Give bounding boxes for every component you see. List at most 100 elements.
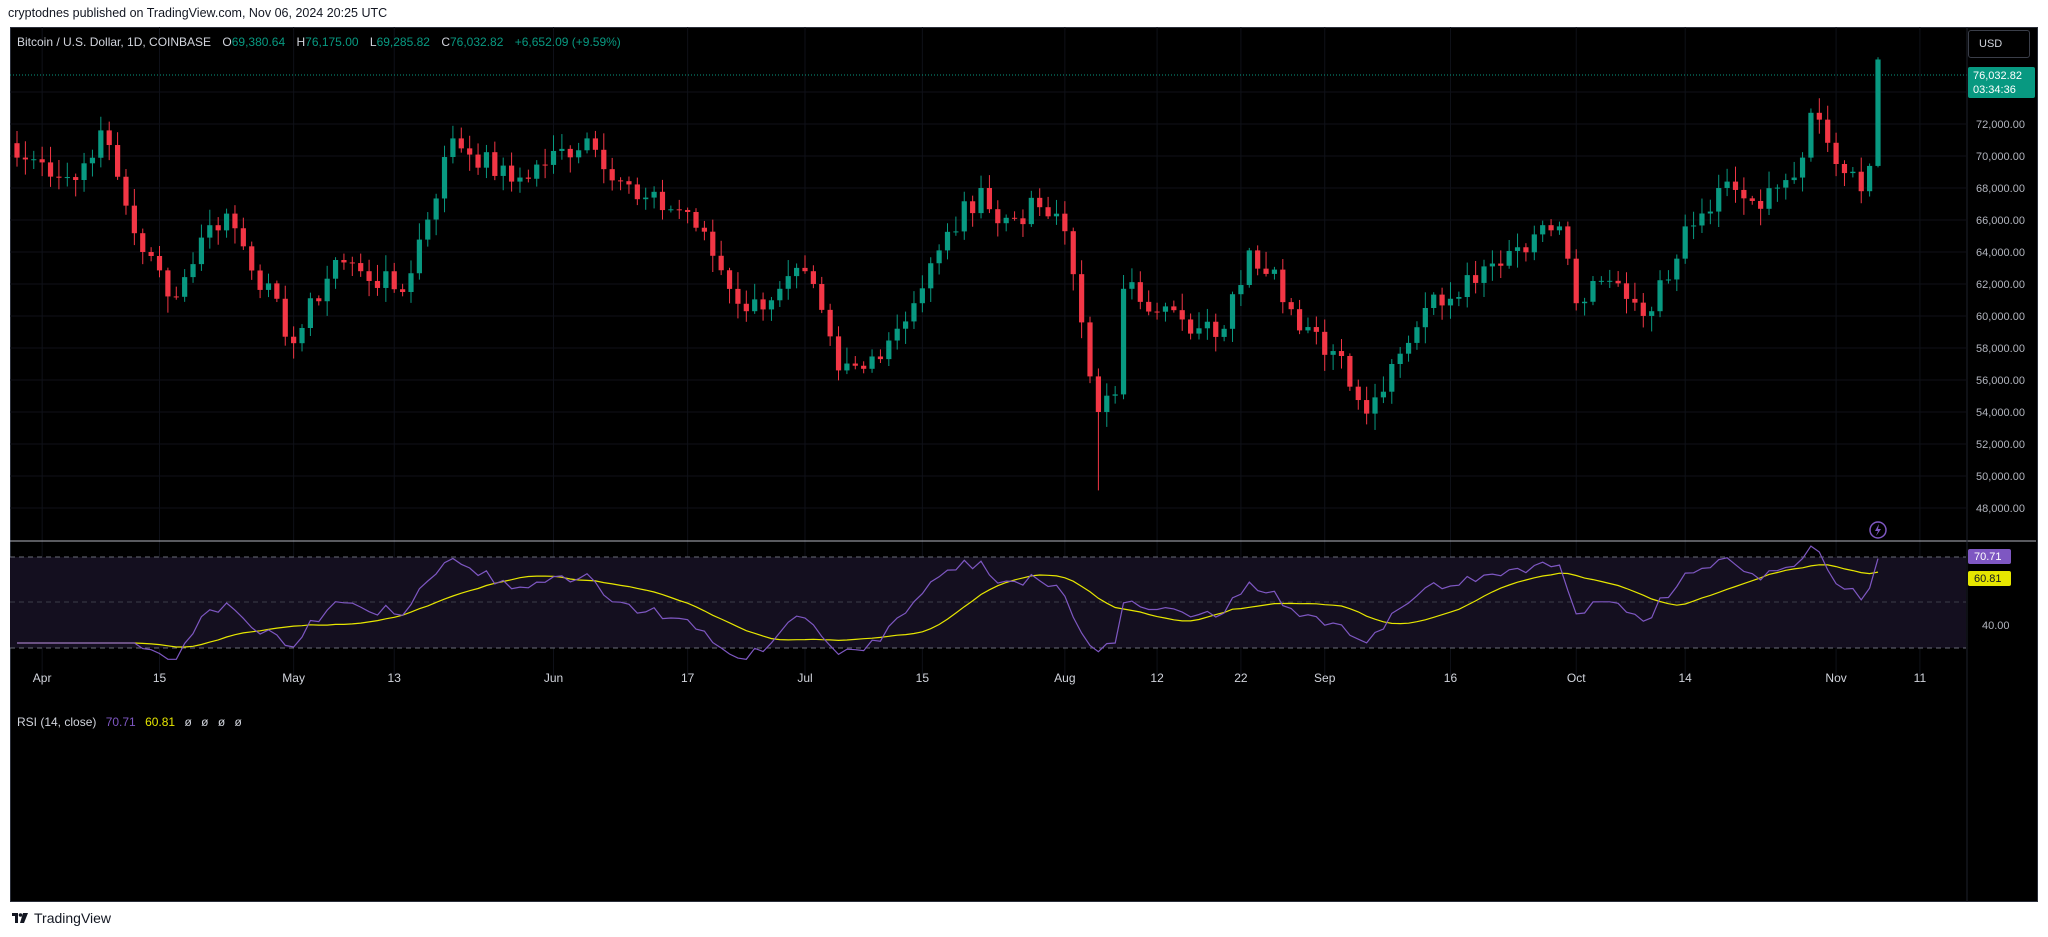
candle-body <box>1565 226 1571 259</box>
candle-body <box>1188 319 1194 334</box>
candle-body <box>1716 187 1722 212</box>
candle-body <box>1825 119 1831 143</box>
candle-body <box>1523 247 1529 253</box>
chart-canvas[interactable]: 48,000.00 50,000.00 52,000.00 54,000.00 56,0… <box>10 27 2038 902</box>
candle-body <box>1607 280 1613 282</box>
rsi-empty-1: ø <box>184 715 192 729</box>
candle-body <box>944 231 951 251</box>
candle-body <box>1179 310 1185 320</box>
candle-body <box>1296 309 1303 331</box>
candle-body <box>768 300 775 310</box>
close-value: 76,032.82 <box>449 35 504 49</box>
candle-body <box>986 188 993 210</box>
candle-body <box>358 263 364 272</box>
candle-body <box>316 298 322 302</box>
candle-body <box>307 298 313 328</box>
candle-body <box>626 181 632 185</box>
candle-body <box>341 260 347 263</box>
candle-body <box>1171 306 1177 311</box>
tradingview-logo-icon <box>12 913 28 923</box>
candle-body <box>1062 213 1068 232</box>
footer-brand[interactable]: TradingView <box>34 910 112 926</box>
candle-body <box>710 231 716 256</box>
time-tick-label: 15 <box>916 671 930 685</box>
candle-body <box>894 328 900 341</box>
time-tick-label: 12 <box>1150 671 1164 685</box>
candle-body <box>198 237 205 265</box>
candle-body <box>483 152 490 168</box>
candle-body <box>1137 282 1143 302</box>
candle-body <box>1322 331 1328 355</box>
candle-body <box>1741 189 1747 199</box>
rsi-empty-2: ø <box>201 715 209 729</box>
lightning-icon[interactable] <box>1869 521 1887 539</box>
rsi-value: 70.71 <box>105 715 136 729</box>
candle-body <box>794 267 800 277</box>
candle-body <box>1280 269 1286 303</box>
candle-body <box>391 271 397 290</box>
candle-body <box>567 148 573 158</box>
time-tick-label: 17 <box>681 671 695 685</box>
time-tick-label: 11 <box>1914 671 1927 685</box>
candle-body <box>643 197 649 200</box>
candle-body <box>1120 288 1127 395</box>
open-value: 69,380.64 <box>231 35 286 49</box>
candle-body <box>1514 247 1521 251</box>
rsi-line <box>17 545 1879 660</box>
price-axis: 48,000.00 50,000.00 52,000.00 54,000.00 56,0… <box>1976 87 2025 515</box>
candle-body <box>1615 280 1621 284</box>
candle-body <box>995 209 1001 224</box>
candle-body <box>1204 321 1210 329</box>
candle-body <box>467 148 473 155</box>
candle-body <box>39 159 45 163</box>
candle-body <box>31 159 37 161</box>
candle-body <box>1213 321 1219 337</box>
currency-button[interactable]: USD <box>1968 30 2030 58</box>
footer: TradingView <box>12 910 111 926</box>
candle-body <box>928 263 934 289</box>
candle-body <box>374 280 381 288</box>
candle-body <box>1657 280 1663 312</box>
candle-body <box>1540 225 1546 235</box>
candle-body <box>693 212 699 228</box>
candle-body <box>1271 269 1278 274</box>
rsi-ma-badge-value: 60.81 <box>1974 573 2002 585</box>
candle-body <box>978 188 984 214</box>
candle-body <box>73 177 79 180</box>
candle-body <box>165 270 171 297</box>
candle-body <box>617 180 624 182</box>
candle-body <box>1464 275 1470 298</box>
candle-body <box>1623 283 1630 299</box>
time-tick-label: 15 <box>153 671 167 685</box>
low-label: L <box>369 35 377 49</box>
candle-body <box>1154 311 1160 313</box>
candle-body <box>634 184 640 200</box>
time-tick-label: Jul <box>797 671 812 685</box>
candle-body <box>1649 311 1655 316</box>
rsi-badge: 70.71 <box>1968 549 2011 564</box>
candle-body <box>1732 181 1739 190</box>
candle-body <box>400 289 406 292</box>
candle-body <box>1481 266 1487 283</box>
candle-body <box>1431 294 1437 308</box>
rsi-title: RSI (14, close) <box>17 715 97 729</box>
open-label: O <box>222 35 232 49</box>
price-badge-value: 76,032.82 <box>1973 70 2022 82</box>
candle-body <box>1875 59 1881 166</box>
candle-body <box>131 205 137 234</box>
close-label: C <box>441 35 450 49</box>
price-tick-label: 62,000.00 <box>1976 279 2025 291</box>
rsi-empty-3: ø <box>217 715 226 729</box>
rsi-axis-label: 40.00 <box>1982 620 2010 632</box>
candle-body <box>148 252 154 256</box>
candle-body <box>1389 364 1395 392</box>
candle-body <box>106 130 112 146</box>
candle-body <box>1632 298 1638 303</box>
candle-body <box>1766 188 1772 209</box>
candle-body <box>760 299 766 310</box>
candle-body <box>1313 327 1319 332</box>
candle-body <box>1129 282 1135 289</box>
price-tick-label: 72,000.00 <box>1976 119 2025 131</box>
candle-body <box>458 138 464 149</box>
candle-body <box>1246 250 1252 286</box>
